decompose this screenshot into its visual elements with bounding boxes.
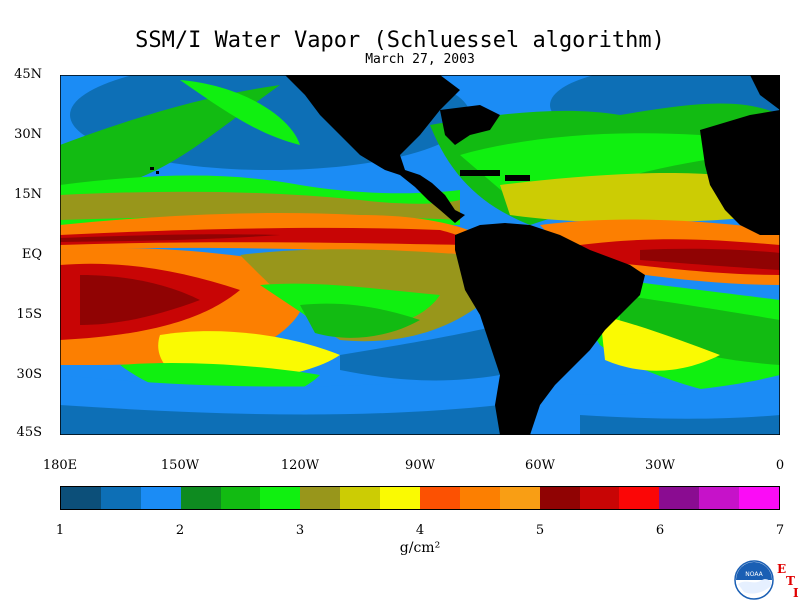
logo-letter-i: I: [793, 586, 799, 600]
lon-label-60w: 60W: [525, 458, 555, 473]
lon-label-150w: 150W: [160, 458, 200, 473]
colorbar-cell: [659, 487, 700, 509]
colorbar-cell: [579, 487, 620, 509]
colorbar-cell: [180, 487, 221, 509]
colorbar-cell: [699, 487, 740, 509]
logo-letter-t: T: [786, 574, 795, 588]
colorbar-tick: 5: [535, 523, 545, 538]
lon-label-90w: 90W: [405, 458, 435, 473]
map-subtitle: March 27, 2003: [365, 52, 475, 67]
water-vapor-map: [60, 75, 780, 435]
colorbar-cell: [220, 487, 261, 509]
lat-label-15s: 15S: [16, 307, 42, 322]
lat-label-30n: 30N: [14, 127, 42, 142]
north-america: [285, 75, 465, 223]
svg-text:NOAA: NOAA: [745, 571, 763, 578]
colorbar-cell: [260, 487, 301, 509]
colorbar-cell: [140, 487, 181, 509]
lon-label-120w: 120W: [280, 458, 320, 473]
map-title: SSM/I Water Vapor (Schluessel algorithm): [135, 28, 665, 53]
noaa-logo-icon[interactable]: NOAA: [734, 560, 774, 600]
colorbar-cell: [300, 487, 341, 509]
lat-label-30s: 30S: [16, 367, 42, 382]
colorbar-cell: [380, 487, 421, 509]
lat-label-15n: 15N: [14, 187, 42, 202]
colorbar-cell: [539, 487, 580, 509]
lat-label-eq: EQ: [21, 247, 42, 262]
colorbar-unit: g/cm²: [399, 540, 441, 556]
lat-label-45s: 45S: [16, 425, 42, 440]
colorbar-cell: [340, 487, 381, 509]
colorbar-tick: 3: [295, 523, 305, 538]
lon-label-30w: 30W: [645, 458, 675, 473]
colorbar-cell: [459, 487, 500, 509]
colorbar-cell: [61, 487, 101, 509]
colorbar-cell: [619, 487, 660, 509]
colorbar-cell: [420, 487, 460, 509]
colorbar-tick: 7: [775, 523, 785, 538]
colorbar-tick: 4: [415, 523, 425, 538]
colorbar-tick: 2: [175, 523, 185, 538]
colorbar-tick: 1: [55, 523, 65, 538]
colorbar-cell: [739, 487, 780, 509]
colorbar-cell: [499, 487, 540, 509]
africa: [700, 110, 780, 235]
colorbar-tick: 6: [655, 523, 665, 538]
lon-label-180e: 180E: [42, 458, 78, 473]
logo-letter-e: E: [777, 562, 787, 576]
lat-label-45n: 45N: [14, 67, 42, 82]
colorbar: [60, 486, 780, 510]
lon-label-0: 0: [775, 458, 785, 473]
south-america: [455, 223, 645, 435]
colorbar-cell: [100, 487, 141, 509]
